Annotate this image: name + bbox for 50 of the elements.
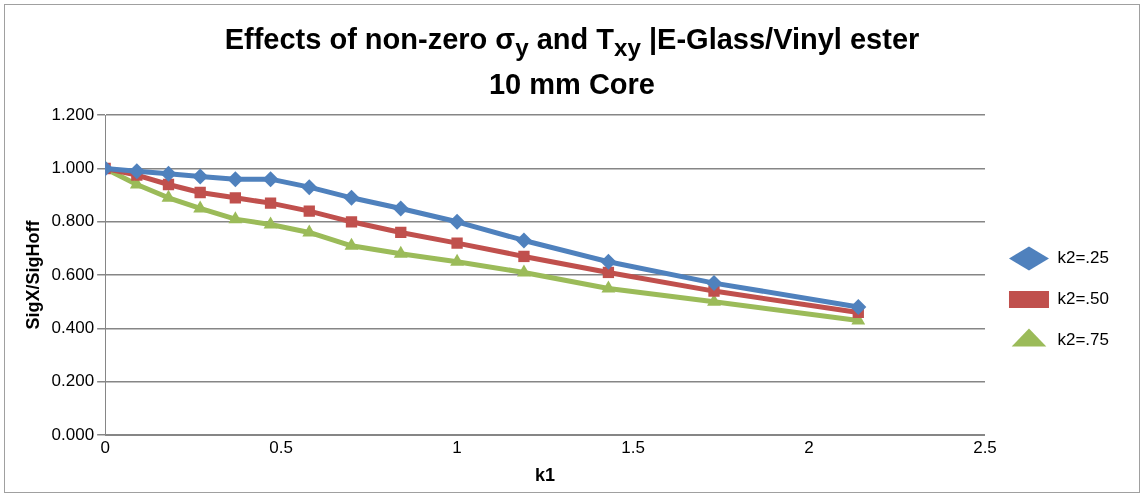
y-tick-label: 0.000 (51, 424, 95, 444)
point (303, 205, 315, 217)
point (345, 215, 358, 228)
point (229, 191, 242, 204)
point (850, 298, 867, 315)
point (705, 274, 722, 291)
legend-label: k2=.25 (1057, 247, 1109, 267)
point (160, 165, 177, 182)
point (128, 162, 145, 179)
x-tick-label: 0 (100, 437, 110, 457)
point (194, 186, 206, 198)
point (449, 213, 466, 230)
point (193, 200, 208, 213)
point (301, 178, 318, 195)
x-tick-label: 0.5 (269, 437, 293, 457)
y-tick-label: 0.600 (51, 264, 95, 284)
x-tick-label: 2 (804, 437, 814, 457)
point (344, 237, 359, 250)
point (264, 197, 277, 209)
point (343, 189, 360, 206)
point (192, 168, 209, 185)
legend-label: k2=.50 (1057, 288, 1109, 308)
point (393, 245, 408, 258)
x-tick-label: 1.5 (621, 437, 645, 457)
point (517, 264, 531, 277)
y-tick-label: 1.000 (51, 157, 95, 177)
point (262, 170, 279, 187)
chart-subtitle: 10 mm Core (488, 66, 656, 102)
point (227, 170, 244, 187)
chart-title: Effects of non-zero σ$_{y}$ and Τ$_{xy}$ |E-Glass/Vinyl ester (223, 22, 921, 63)
x-tick-label: 1 (452, 437, 462, 457)
y-tick-label: 0.200 (51, 371, 95, 391)
point (601, 280, 616, 293)
x-tick-label: 2.5 (973, 437, 997, 457)
y-tick-label: 0.400 (51, 317, 95, 337)
point (518, 250, 530, 262)
x-axis-title: k1 (535, 464, 556, 485)
point (392, 200, 409, 217)
point (515, 232, 532, 249)
point (450, 253, 465, 266)
point (302, 224, 317, 237)
point (263, 216, 278, 229)
y-axis-title: SigX/SigHoff (22, 219, 43, 330)
y-tick-label: 0.800 (51, 211, 95, 231)
legend-label: k2=.75 (1057, 329, 1109, 349)
point (600, 253, 617, 270)
y-tick-label: 1.200 (51, 104, 95, 124)
point (451, 237, 463, 249)
point (228, 210, 243, 223)
point (395, 226, 407, 238)
